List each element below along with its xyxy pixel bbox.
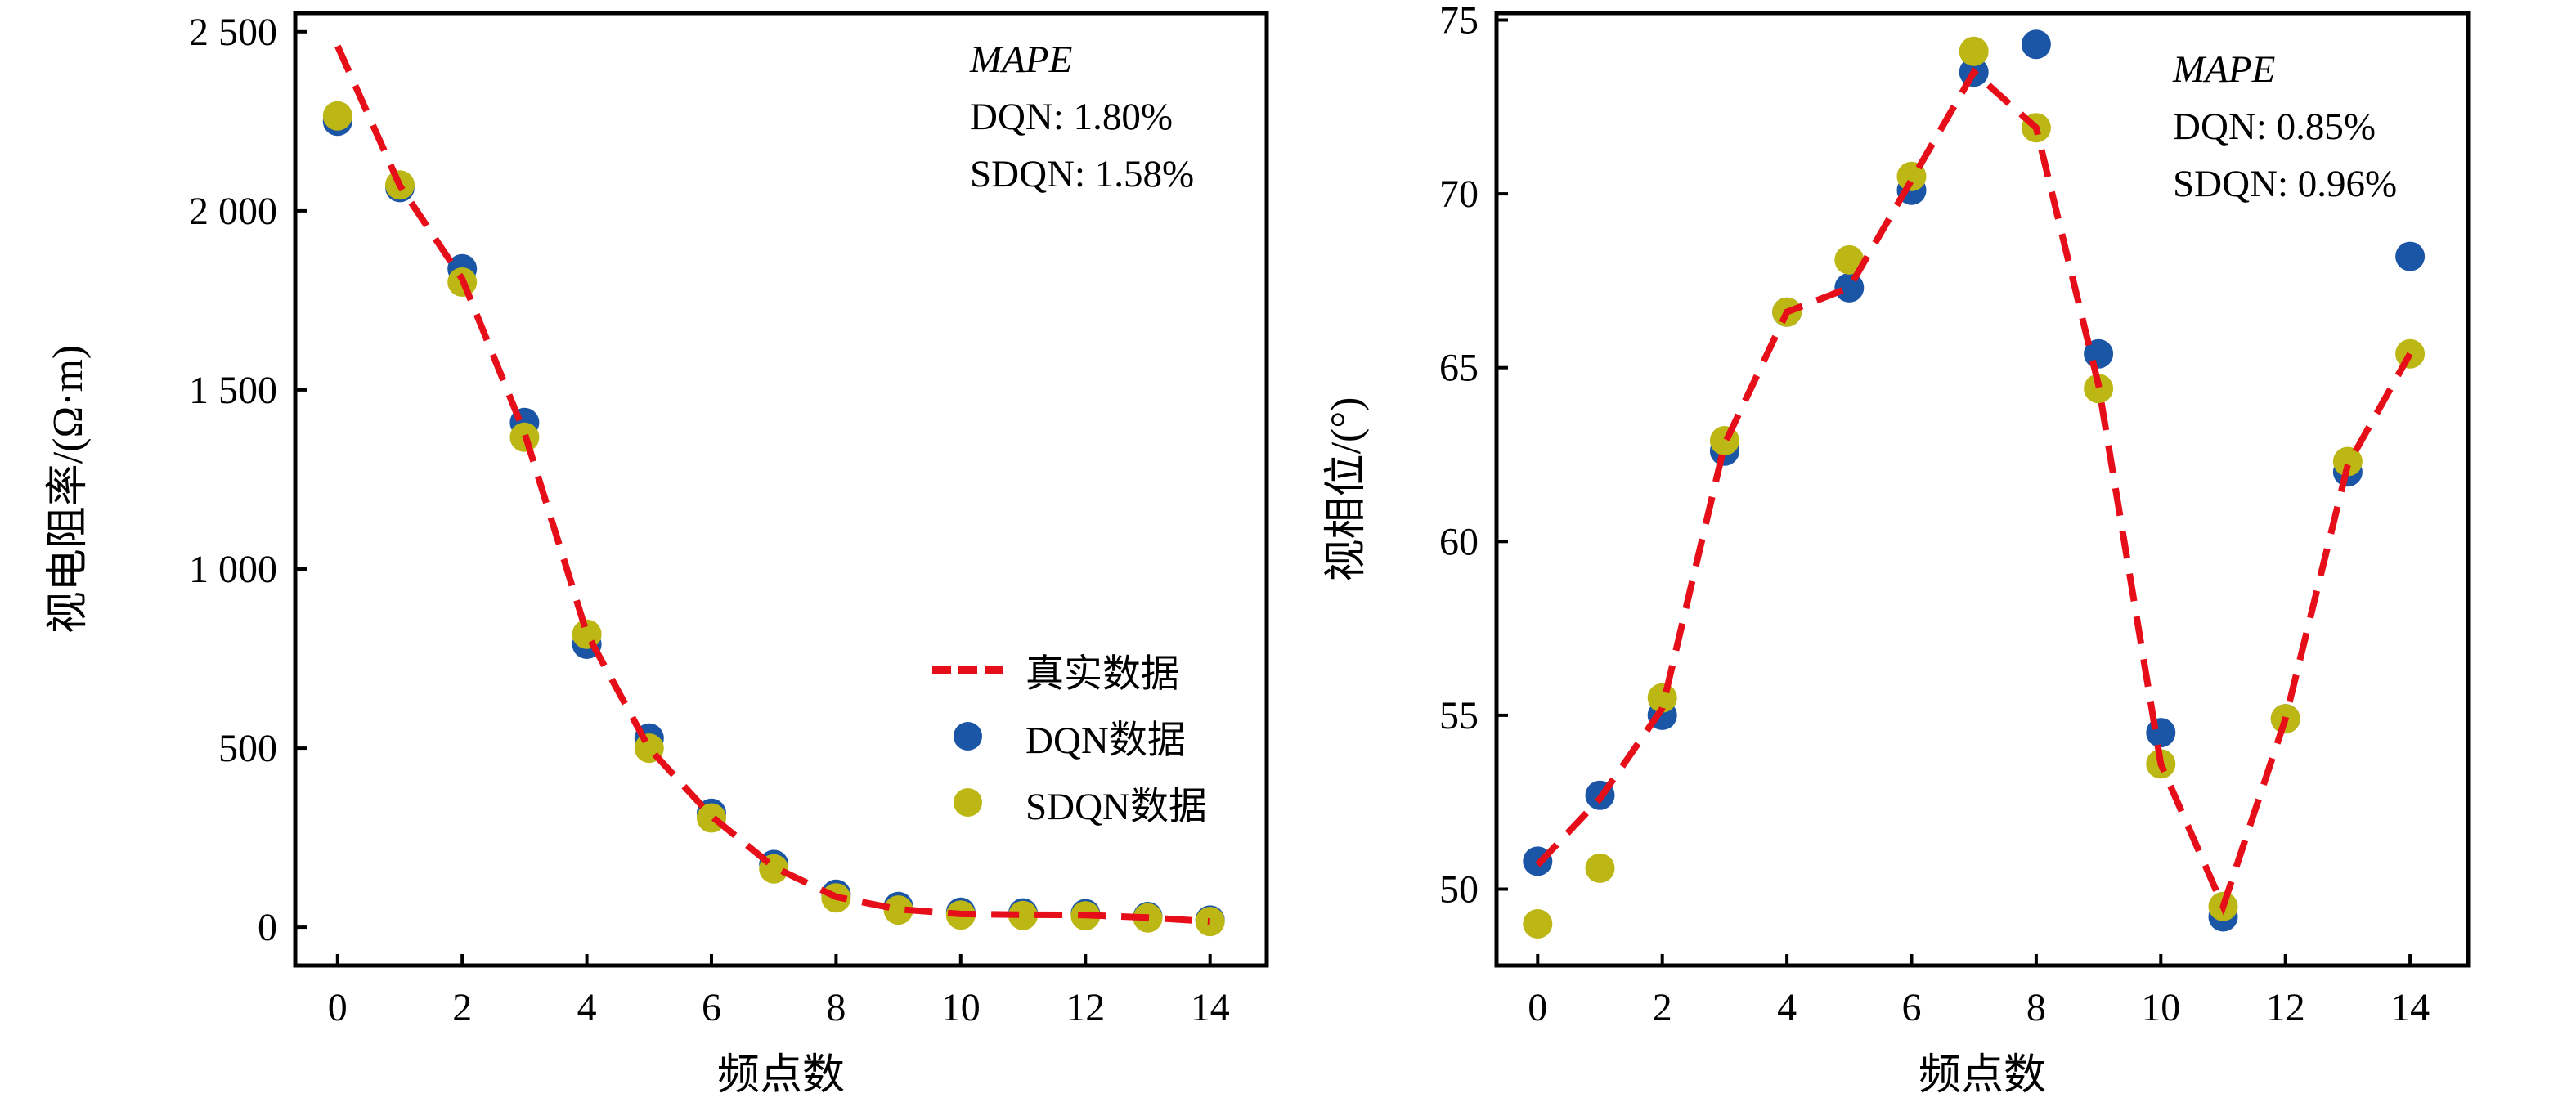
- yellow-dot-icon: [953, 788, 982, 817]
- sdqn-data-point: [1008, 900, 1038, 930]
- plot-frame: [293, 11, 1269, 968]
- dashed-line-sample: [932, 666, 1003, 674]
- plot-frame: [1494, 11, 2471, 968]
- dqn-data-point: [2146, 718, 2176, 748]
- legend-label-dqn-data: DQN数据: [1025, 719, 1186, 762]
- dqn-data-point: [1834, 272, 1865, 303]
- blue-dot-icon: [953, 722, 982, 751]
- dqn-dot-sample: [932, 722, 1003, 751]
- x-tick-label: 14: [1191, 986, 1230, 1029]
- legend-label-sdqn-data: SDQN数据: [1025, 786, 1207, 828]
- y-tick-label: 70: [1439, 173, 1479, 216]
- mape-title: MAPE: [2173, 48, 2276, 91]
- sdqn-data-point: [1523, 909, 1553, 939]
- x-tick-label: 0: [1528, 986, 1547, 1029]
- x-tick-label: 8: [826, 986, 846, 1029]
- sdqn-data-point: [1709, 426, 1739, 455]
- sdqn-data-point: [2395, 338, 2426, 369]
- y-tick-label: 65: [1439, 347, 1479, 390]
- x-tick-label: 10: [941, 986, 981, 1029]
- sdqn-data-point: [1834, 244, 1865, 275]
- y-tick-label: 0: [258, 906, 277, 949]
- legend-item-dqn-data: DQN数据: [932, 703, 1207, 769]
- x-tick-label: 0: [328, 986, 348, 1029]
- x-tick-label: 14: [2390, 986, 2430, 1029]
- x-tick-label: 4: [577, 986, 597, 1029]
- y-tick-label: 2 500: [189, 11, 277, 54]
- resistivity-plot-canvas: 0 2 4 6 8 10 12 14 0 500 1 000 1 500 2 000 2 500 频点数 视电…: [45, 11, 1269, 1098]
- sdqn-data-point: [1896, 161, 1927, 191]
- x-tick-label: 10: [2141, 986, 2180, 1029]
- mape-annotation-phase: MAPE DQN: 0.85% SDQN: 0.96%: [2173, 41, 2397, 213]
- true-data-line: [1535, 67, 2413, 916]
- x-tick-label: 4: [1777, 986, 1797, 1029]
- x-tick-label: 6: [702, 986, 721, 1029]
- legend-item-true-data: 真实数据: [932, 637, 1207, 703]
- mape-annotation-resistivity: MAPE DQN: 1.80% SDQN: 1.58%: [970, 31, 1194, 203]
- x-tick-label: 12: [1066, 986, 1105, 1029]
- phase-chart: 0 2 4 6 8 10 12 14 50 55 60 65 70 75 频点数 视相位/(°) MAPE D…: [1288, 0, 2576, 1098]
- y-tick-label: 50: [1439, 867, 1479, 911]
- x-tick-label: 8: [2026, 986, 2046, 1029]
- legend: 真实数据 DQN数据 SDQN数据: [932, 637, 1207, 836]
- sdqn-data-point: [883, 895, 913, 925]
- y-tick-label: 2 000: [189, 190, 277, 233]
- y-tick-label: 500: [218, 727, 277, 770]
- sdqn-data-point: [2332, 446, 2363, 477]
- mape-sdqn-value: SDQN: 0.96%: [2173, 163, 2398, 205]
- sdqn-data-point: [1959, 36, 1989, 66]
- x-tick-label: 2: [452, 986, 472, 1029]
- phase-plot-canvas: 0 2 4 6 8 10 12 14 50 55 60 65 70 75 频点数 视相位/(°): [1323, 0, 2471, 1098]
- dash-icon: [932, 666, 1003, 674]
- sdqn-dot-sample: [932, 788, 1003, 817]
- legend-label-true-data: 真实数据: [1025, 653, 1179, 696]
- dqn-data-point: [2395, 241, 2426, 271]
- y-tick-label: 55: [1439, 694, 1479, 737]
- y-axis-label: 视电阻率/(Ω·m): [45, 345, 92, 634]
- x-axis-label: 频点数: [1919, 1052, 2046, 1098]
- x-axis-label: 频点数: [717, 1052, 845, 1098]
- x-tick-label: 6: [1902, 986, 1922, 1029]
- mape-dqn-value: DQN: 0.85%: [2173, 105, 2376, 148]
- x-tick-label: 12: [2266, 986, 2305, 1029]
- x-tick-label: 2: [1653, 986, 1672, 1029]
- sdqn-data-point: [322, 101, 352, 131]
- sdqn-data-point: [1585, 853, 1615, 883]
- sdqn-data-point: [2084, 374, 2114, 404]
- y-tick-label: 60: [1439, 520, 1479, 563]
- y-tick-label: 1 500: [189, 369, 277, 412]
- resistivity-chart: 0 2 4 6 8 10 12 14 0 500 1 000 1 500 2 000 2 500 频点数 视电…: [45, 11, 1269, 1098]
- mape-sdqn-value: SDQN: 1.58%: [970, 153, 1195, 195]
- legend-item-sdqn-data: SDQN数据: [932, 769, 1207, 836]
- dqn-data-point: [2021, 29, 2051, 60]
- y-axis-label: 视相位/(°): [1323, 397, 1370, 582]
- mape-dqn-value: DQN: 1.80%: [970, 96, 1174, 138]
- y-tick-label: 1 000: [189, 548, 277, 591]
- true-data-line: [334, 44, 1210, 925]
- y-tick-label: 75: [1439, 0, 1479, 43]
- mape-title: MAPE: [970, 38, 1073, 81]
